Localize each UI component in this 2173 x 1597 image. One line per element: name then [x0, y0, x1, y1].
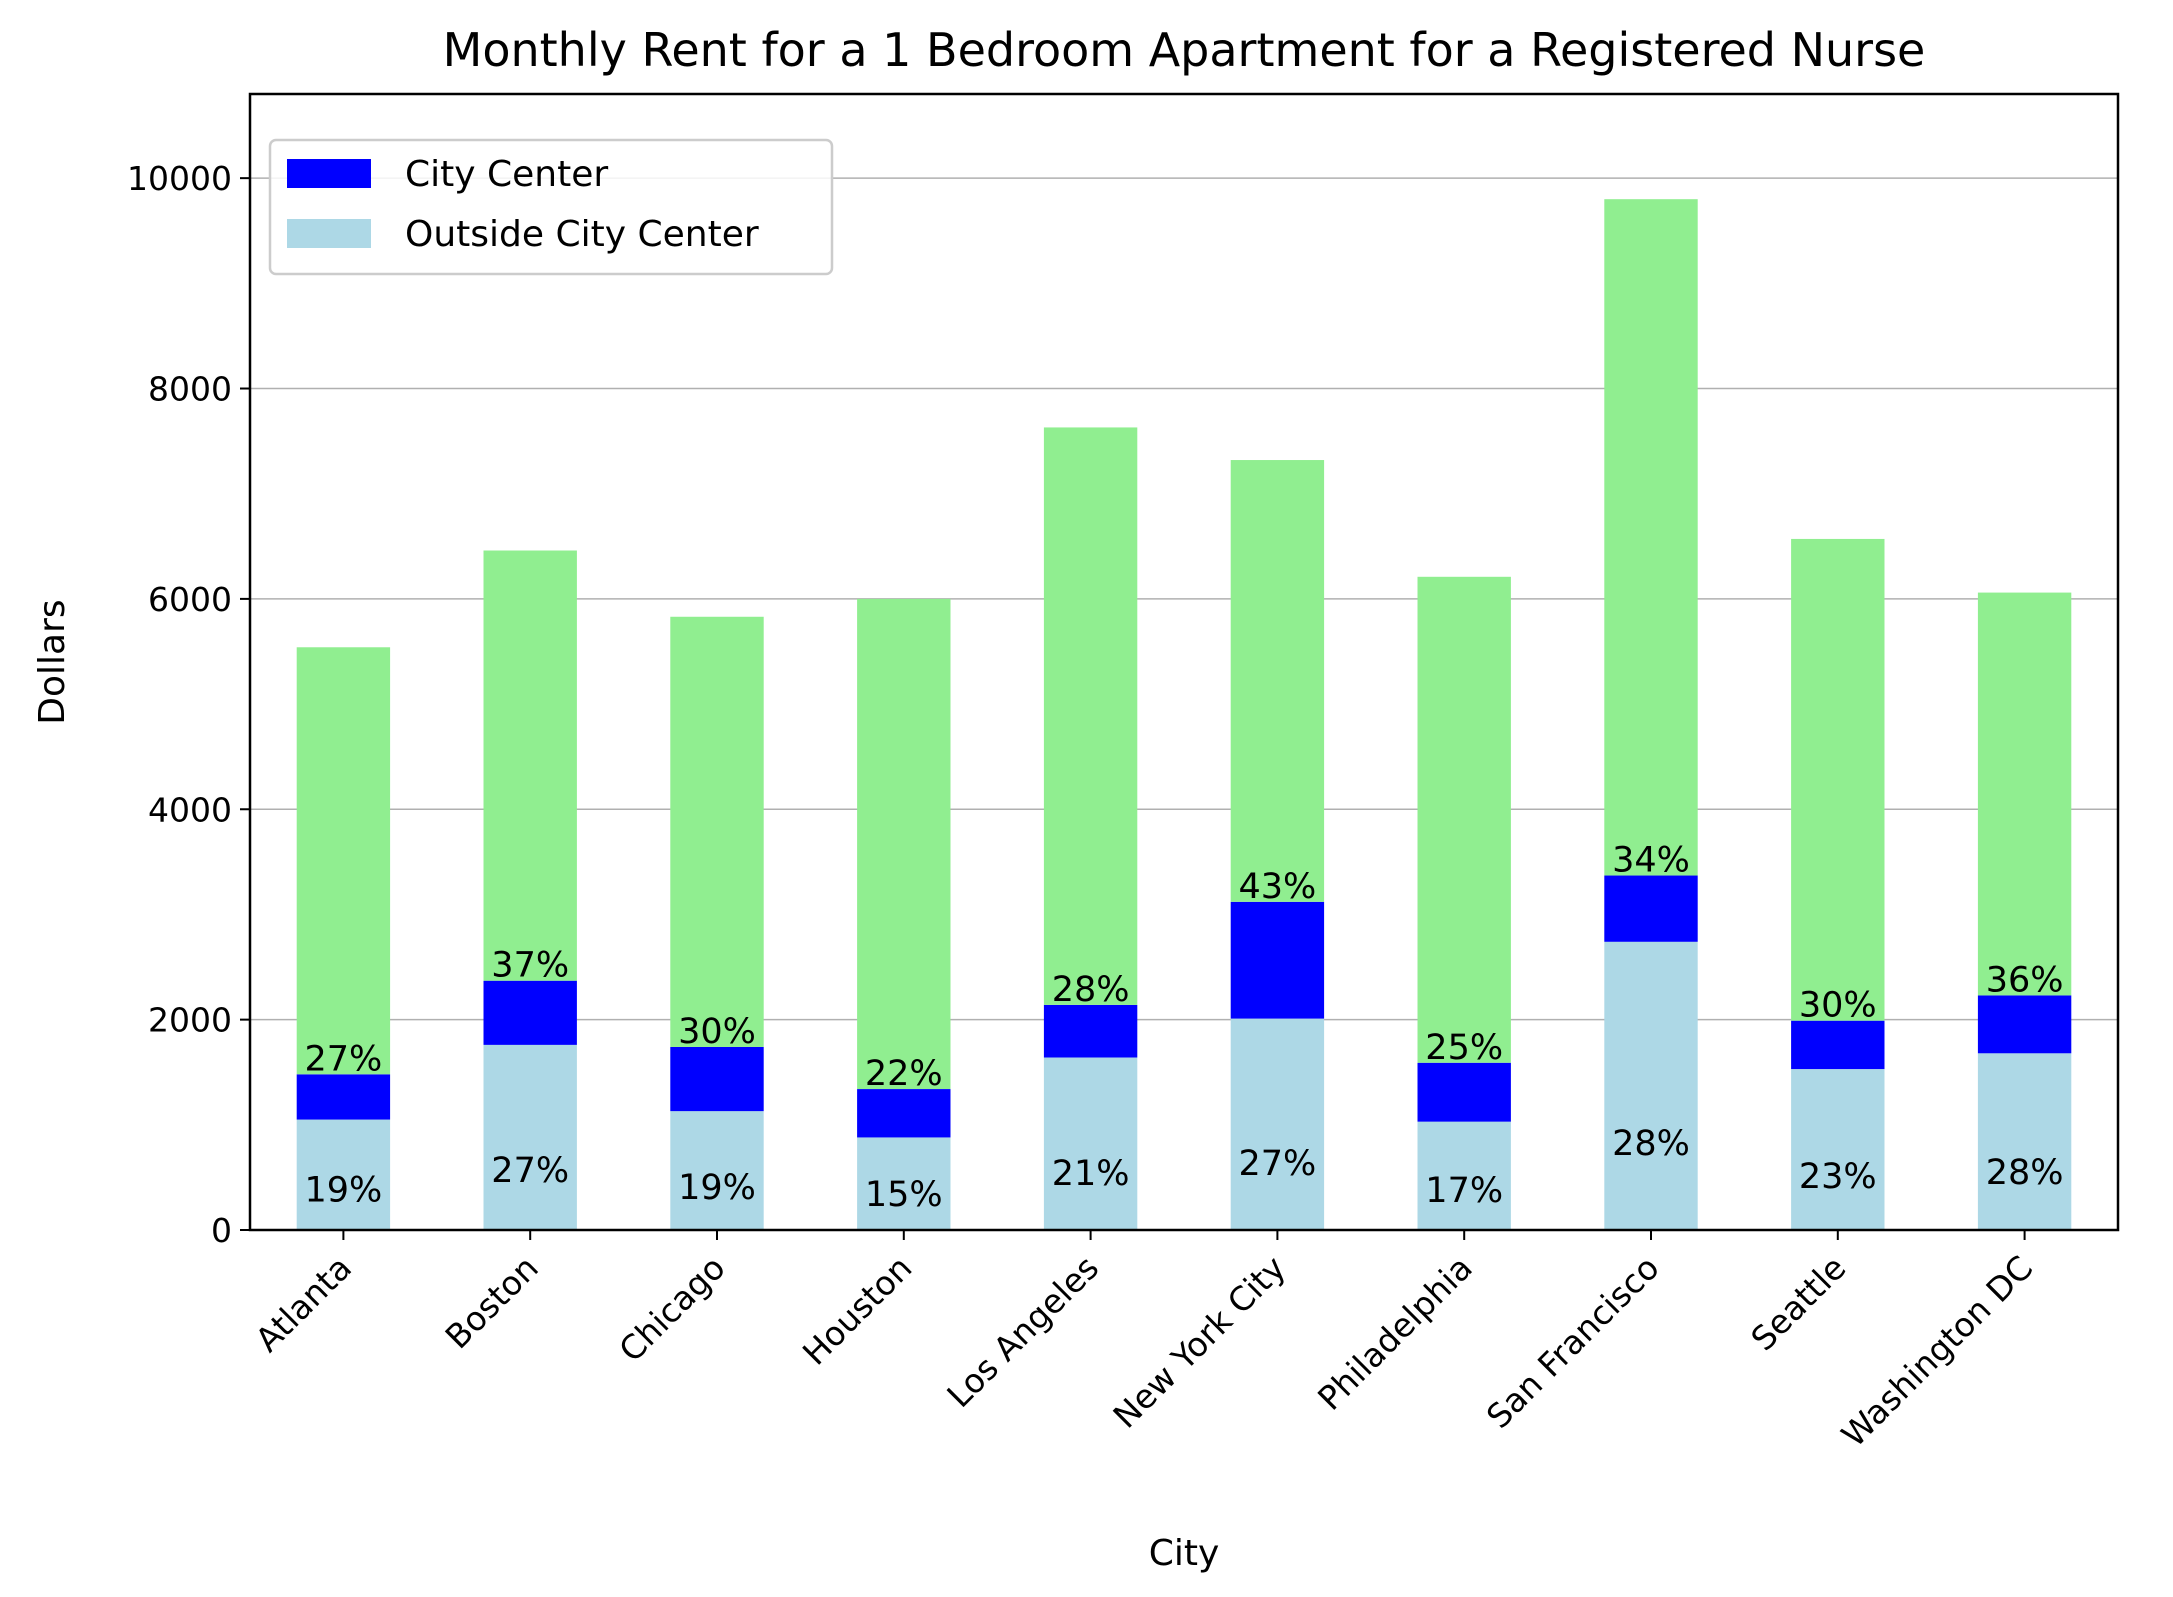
bar-segment [1791, 1069, 1885, 1230]
data-label: 22% [865, 1054, 943, 1094]
bar-segment [1417, 1121, 1511, 1230]
bar-labels: 19% 27% 27% 37% 19% 30% 15% 22% 21% 28% 27% 43% 17% 2… [305, 841, 2064, 1215]
bar-segment [857, 1137, 951, 1230]
legend-swatch-city-center [287, 159, 371, 188]
legend: City Center Outside City Center [268, 138, 834, 276]
bar-segment [1043, 427, 1138, 1005]
y-tick-label: 0 [211, 1211, 232, 1250]
data-label: 21% [1052, 1154, 1130, 1194]
bar-segment [1791, 538, 1885, 1021]
bar-segment [670, 1046, 764, 1112]
data-label: 27% [1239, 1144, 1317, 1184]
bar-segment [670, 616, 764, 1047]
bar-segment [296, 1119, 391, 1230]
bar-segment [1230, 460, 1325, 902]
legend-swatch-outside-city-center [287, 219, 371, 248]
y-tick-label: 4000 [148, 790, 232, 829]
data-label: 36% [1986, 960, 2064, 1000]
legend-label-city-center: City Center [405, 154, 608, 195]
chart-title: Monthly Rent for a 1 Bedroom Apartment f… [443, 23, 1926, 77]
bar-segment [857, 598, 951, 1090]
y-tick-label: 10000 [127, 159, 232, 198]
data-label: 43% [1239, 867, 1317, 907]
bar-segment [1977, 1053, 2072, 1230]
data-label: 34% [1612, 841, 1690, 881]
bar-segment [857, 1089, 951, 1138]
bar-segment [1604, 941, 1698, 1230]
y-tick-label: 6000 [148, 580, 232, 619]
bar-segment [483, 980, 577, 1045]
bar-segment [1043, 1004, 1138, 1058]
bar-segment [1043, 1057, 1138, 1230]
data-label: 17% [1425, 1171, 1503, 1211]
y-tick-label: 8000 [148, 370, 232, 409]
data-label: 27% [491, 1151, 569, 1191]
legend-label-outside-city-center: Outside City Center [405, 214, 759, 255]
y-axis-label: Dollars [32, 599, 73, 724]
y-axis: 0 2000 4000 6000 8000 10000 [127, 159, 250, 1250]
y-tick-label: 2000 [148, 1001, 232, 1040]
bar-segment [1230, 1018, 1325, 1230]
bar-segment [1417, 576, 1511, 1063]
data-label: 30% [1799, 986, 1877, 1026]
bar-segment [1604, 199, 1698, 876]
data-label: 27% [305, 1039, 383, 1079]
data-label: 19% [305, 1170, 383, 1210]
data-label: 30% [678, 1012, 756, 1052]
bar-segment [1791, 1020, 1885, 1070]
bar-segment [1604, 875, 1698, 942]
data-label: 25% [1425, 1028, 1503, 1068]
data-label: 28% [1612, 1124, 1690, 1164]
bar-segment [1977, 592, 2072, 996]
bars [296, 199, 2072, 1230]
legend-box [268, 138, 834, 276]
bar-segment [296, 1074, 391, 1120]
bar-segment [1417, 1062, 1511, 1122]
data-label: 37% [491, 946, 569, 986]
plot-frame [248, 92, 2120, 1232]
x-axis-label: City [1149, 1533, 1220, 1574]
data-label: 28% [1986, 1153, 2064, 1193]
bar-segment [1230, 901, 1325, 1019]
bar-segment [296, 647, 391, 1075]
data-label: 23% [1799, 1157, 1877, 1197]
data-label: 15% [865, 1175, 943, 1215]
bar-segment [483, 1044, 577, 1230]
bar-segment [483, 550, 577, 981]
data-label: 19% [678, 1168, 756, 1208]
bar-segment [1977, 995, 2072, 1054]
bar-segment [670, 1111, 764, 1230]
data-label: 28% [1052, 970, 1130, 1010]
